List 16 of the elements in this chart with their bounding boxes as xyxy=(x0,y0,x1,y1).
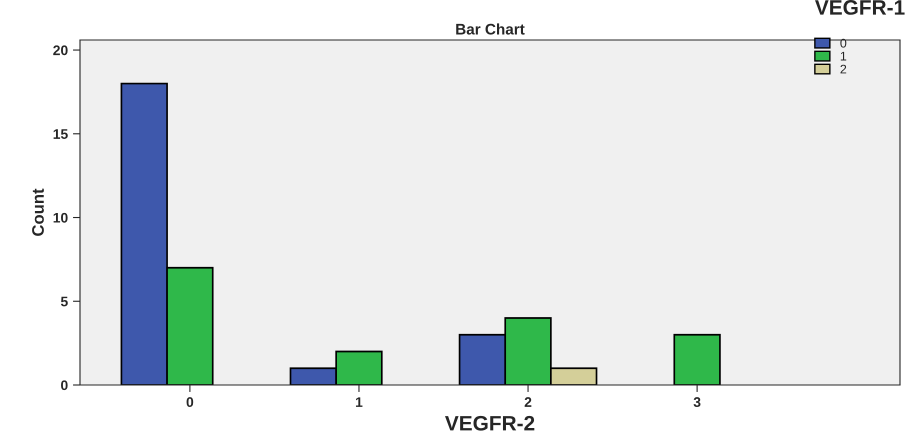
y-tick-label: 20 xyxy=(53,45,68,56)
x-tick-label: 0 xyxy=(186,397,194,408)
x-tick-label: 1 xyxy=(356,397,362,407)
x-tick-label: 2 xyxy=(524,397,532,407)
y-axis-title: Count xyxy=(32,188,44,236)
y-tick-label: 0 xyxy=(61,380,68,390)
legend-title: VEGFR-1 xyxy=(815,0,905,15)
bar xyxy=(673,334,721,385)
legend-label: 2 xyxy=(840,64,846,74)
y-tick-label: 10 xyxy=(54,212,68,223)
x-tick-label: 3 xyxy=(694,397,700,408)
legend-label: 1 xyxy=(840,52,846,60)
y-tick-label: 5 xyxy=(60,296,68,306)
x-axis-title: VEGFR-2 xyxy=(445,416,534,431)
chart-title: Bar Chart xyxy=(456,23,525,35)
y-tick-label: 15 xyxy=(54,129,68,139)
